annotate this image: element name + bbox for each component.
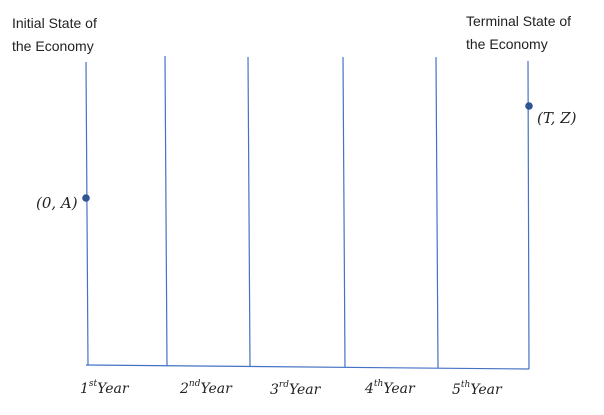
end-point bbox=[525, 102, 533, 110]
time-axis bbox=[85, 364, 530, 370]
year-divider-3 bbox=[342, 56, 346, 368]
initial-state-line bbox=[85, 61, 89, 366]
end-point-label: (T, Z) bbox=[537, 109, 577, 127]
year-divider-2 bbox=[247, 56, 251, 367]
year-divider-1 bbox=[164, 55, 168, 367]
year-label-5: 5thYear bbox=[452, 380, 503, 398]
year-label-3: 3rdYear bbox=[270, 380, 322, 398]
year-label-1: 1stYear bbox=[80, 379, 130, 397]
terminal-state-label: Terminal State of the Economy bbox=[466, 13, 572, 52]
year-label-4: 4thYear bbox=[364, 379, 416, 397]
year-divider-4 bbox=[435, 56, 439, 369]
year-label-2: 2ndYear bbox=[179, 379, 233, 397]
terminal-state-line bbox=[527, 60, 530, 370]
start-point bbox=[82, 194, 90, 202]
start-point-label: (0, A) bbox=[36, 194, 78, 212]
initial-state-label: Initial State of the Economy bbox=[12, 15, 97, 54]
